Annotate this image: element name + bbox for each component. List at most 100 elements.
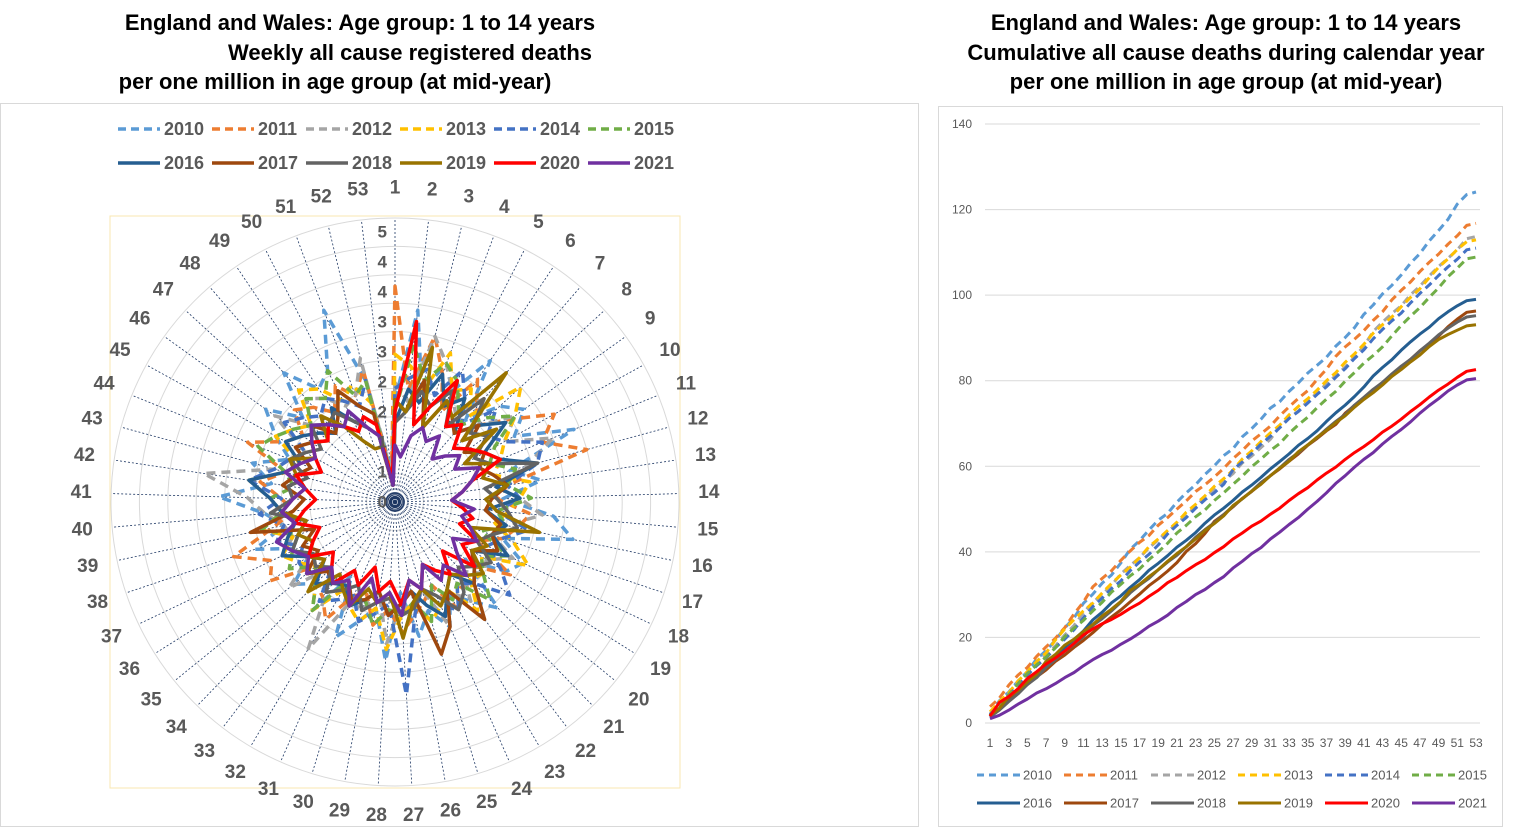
radar-spoke (236, 266, 396, 503)
radar-grid-ring (110, 217, 680, 787)
radar-week-label: 5 (533, 212, 544, 233)
radar-week-label: 43 (82, 409, 103, 430)
radar-week-label: 25 (476, 792, 498, 813)
radar-week-label: 14 (698, 482, 720, 503)
radar-legend-label-2021: 2021 (634, 153, 674, 173)
radar-week-label: 41 (71, 482, 93, 503)
cumulative-y-tick: 40 (959, 545, 973, 559)
radar-week-label: 19 (650, 659, 671, 680)
radar-legend-label-2018: 2018 (352, 153, 392, 173)
radar-week-label: 16 (692, 556, 713, 577)
radar-legend-label-2020: 2020 (540, 153, 580, 173)
cumulative-x-tick: 3 (1005, 736, 1012, 750)
radar-spoke (125, 501, 396, 594)
radar-spoke (394, 225, 463, 503)
radar-week-label: 38 (87, 592, 108, 613)
radar-spoke (394, 286, 581, 503)
cumulative-x-tick: 21 (1170, 736, 1184, 750)
cumulative-x-tick: 25 (1208, 736, 1222, 750)
radar-spoke (394, 364, 644, 503)
cumulative-legend-label-2018: 2018 (1197, 796, 1226, 811)
cumulative-y-tick: 20 (959, 630, 973, 644)
radar-week-label: 11 (676, 373, 697, 394)
cumulative-series-2014 (988, 246, 1477, 716)
cumulative-series-2015 (988, 255, 1477, 718)
cumulative-series-2011 (988, 221, 1477, 708)
radar-week-label: 7 (595, 254, 606, 275)
cumulative-legend-label-2011: 2011 (1110, 768, 1138, 783)
radar-week-label: 2 (427, 180, 438, 201)
cumulative-y-tick: 100 (952, 288, 972, 302)
radar-week-label: 22 (575, 741, 596, 762)
cumulative-title-line-3: per one million in age group (at mid-yea… (1009, 69, 1443, 94)
cumulative-x-tick: 17 (1133, 736, 1147, 750)
cumulative-series-2020 (988, 368, 1477, 718)
radar-week-label: 3 (463, 186, 474, 207)
cumulative-x-tick: 13 (1095, 736, 1109, 750)
radar-spoke (344, 501, 396, 782)
radar-spoke (196, 501, 396, 707)
radar-week-label: 12 (687, 409, 708, 430)
cumulative-x-tick: 41 (1357, 736, 1371, 750)
cumulative-series-2019 (989, 323, 1477, 717)
radar-week-label: 47 (153, 280, 174, 301)
cumulative-x-tick: 11 (1077, 736, 1090, 750)
radar-week-label: 21 (603, 717, 625, 738)
radar-week-label: 26 (440, 801, 461, 822)
radar-week-label: 28 (366, 805, 387, 826)
cumulative-x-tick: 39 (1338, 736, 1352, 750)
radar-series-2014 (247, 367, 545, 697)
cumulative-y-tick: 60 (959, 459, 973, 473)
radar-week-label: 27 (403, 805, 424, 826)
radar-spoke (394, 235, 495, 503)
cumulative-legend-label-2012: 2012 (1197, 768, 1226, 783)
radar-week-label: 39 (77, 556, 98, 577)
radar-legend-label-2011: 2011 (258, 119, 297, 139)
radar-spoke (111, 493, 396, 503)
cumulative-legend-label-2020: 2020 (1371, 796, 1400, 811)
radar-legend-label-2010: 2010 (164, 119, 204, 139)
cumulative-legend-label-2015: 2015 (1458, 768, 1487, 783)
radar-radial-tick: 0 (378, 493, 387, 512)
radar-week-label: 4 (499, 197, 510, 218)
radar-week-label: 6 (565, 231, 576, 252)
radar-week-label: 53 (347, 180, 368, 201)
radar-title-line-3: per one million in age group (at mid-yea… (118, 69, 552, 94)
radar-radial-tick: 4 (378, 253, 388, 272)
cumulative-x-tick: 49 (1432, 736, 1446, 750)
radar-week-label: 37 (101, 627, 122, 648)
cumulative-x-tick: 15 (1114, 736, 1128, 750)
radar-chart-title: England and Wales: Age group: 1 to 14 ye… (0, 8, 720, 97)
cumulative-legend-label-2016: 2016 (1023, 796, 1052, 811)
cumulative-x-tick: 9 (1061, 736, 1068, 750)
radar-spoke (112, 501, 396, 528)
radar-week-label: 18 (668, 627, 689, 648)
radar-week-label: 32 (225, 762, 246, 783)
cumulative-x-tick: 47 (1413, 736, 1427, 750)
radar-week-label: 30 (293, 792, 314, 813)
cumulative-x-tick: 27 (1226, 736, 1240, 750)
radar-week-label: 9 (645, 308, 656, 329)
radar-week-label: 35 (141, 689, 163, 710)
cumulative-x-tick: 29 (1245, 736, 1259, 750)
radar-title-line-1: England and Wales: Age group: 1 to 14 ye… (124, 10, 596, 35)
radar-week-label: 42 (74, 445, 95, 466)
radar-week-label: 20 (628, 689, 649, 710)
cumulative-x-tick: 53 (1469, 736, 1483, 750)
radar-legend-label-2017: 2017 (258, 153, 298, 173)
radar-week-label: 1 (390, 178, 401, 199)
radar-spoke (154, 501, 396, 654)
radar-radial-tick: 1 (378, 433, 387, 452)
radar-legend-label-2013: 2013 (446, 119, 486, 139)
cumulative-title-line-1: England and Wales: Age group: 1 to 14 ye… (990, 10, 1462, 35)
radar-radial-tick: 4 (378, 283, 388, 302)
radar-legend-label-2015: 2015 (634, 119, 674, 139)
cumulative-x-tick: 35 (1301, 736, 1315, 750)
radar-legend-label-2014: 2014 (540, 119, 580, 139)
radar-spoke (394, 493, 679, 503)
cumulative-legend-label-2019: 2019 (1284, 796, 1313, 811)
radar-spoke (264, 249, 396, 503)
radar-week-label: 29 (329, 801, 350, 822)
radar-week-label: 33 (194, 741, 215, 762)
radar-spoke (394, 501, 678, 528)
